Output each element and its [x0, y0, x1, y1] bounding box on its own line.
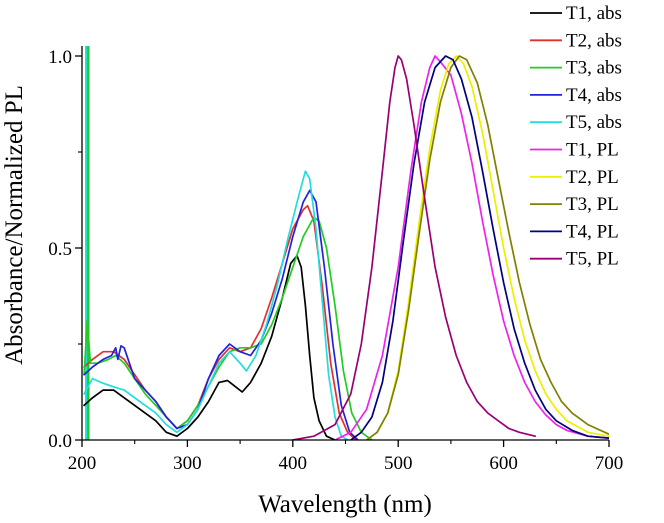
legend-label: T1, PL	[566, 140, 619, 161]
x-tick-label: 400	[279, 453, 308, 474]
x-tick-label: 200	[68, 453, 97, 474]
legend-label: T1, abs	[566, 3, 622, 24]
series-line-t5-abs	[83, 170, 349, 440]
ticks: 200 300 400 500 600 700 0.0 0.5 1.0	[48, 47, 623, 474]
series-line-t4-pl	[349, 55, 609, 440]
legend-label: T2, abs	[566, 30, 622, 51]
legend-label: T4, abs	[566, 85, 622, 106]
legend-label: T5, abs	[566, 112, 622, 133]
x-tick-label: 600	[489, 453, 518, 474]
legend-label: T3, PL	[566, 194, 619, 215]
y-tick-label: 1.0	[48, 47, 72, 68]
series-line-t1-pl	[334, 55, 609, 440]
legend-label: T4, PL	[566, 221, 619, 242]
series-line-t3-abs	[83, 216, 373, 440]
series-line-t5-pl	[291, 55, 537, 440]
legend-label: T5, PL	[566, 249, 619, 270]
series-line-t4-abs	[83, 189, 359, 440]
series-layer	[83, 46, 609, 440]
x-tick-label: 500	[384, 453, 413, 474]
x-axis-title: Wavelength (nm)	[258, 491, 432, 518]
x-tick-label: 300	[173, 453, 202, 474]
series-line-t1-abs	[83, 254, 336, 440]
series-line-t2-pl	[365, 55, 609, 440]
y-tick-label: 0.5	[48, 239, 72, 260]
series-line-t3-pl	[365, 55, 609, 440]
y-axis-title: Absorbance/Normalized PL	[1, 85, 28, 365]
x-tick-label: 700	[595, 453, 624, 474]
y-tick-label: 0.0	[48, 431, 72, 452]
legend-label: T2, PL	[566, 167, 619, 188]
legend: T1, abs T2, abs T3, abs T4, abs T5, abs T1, P…	[530, 3, 622, 270]
legend-label: T3, abs	[566, 58, 622, 79]
